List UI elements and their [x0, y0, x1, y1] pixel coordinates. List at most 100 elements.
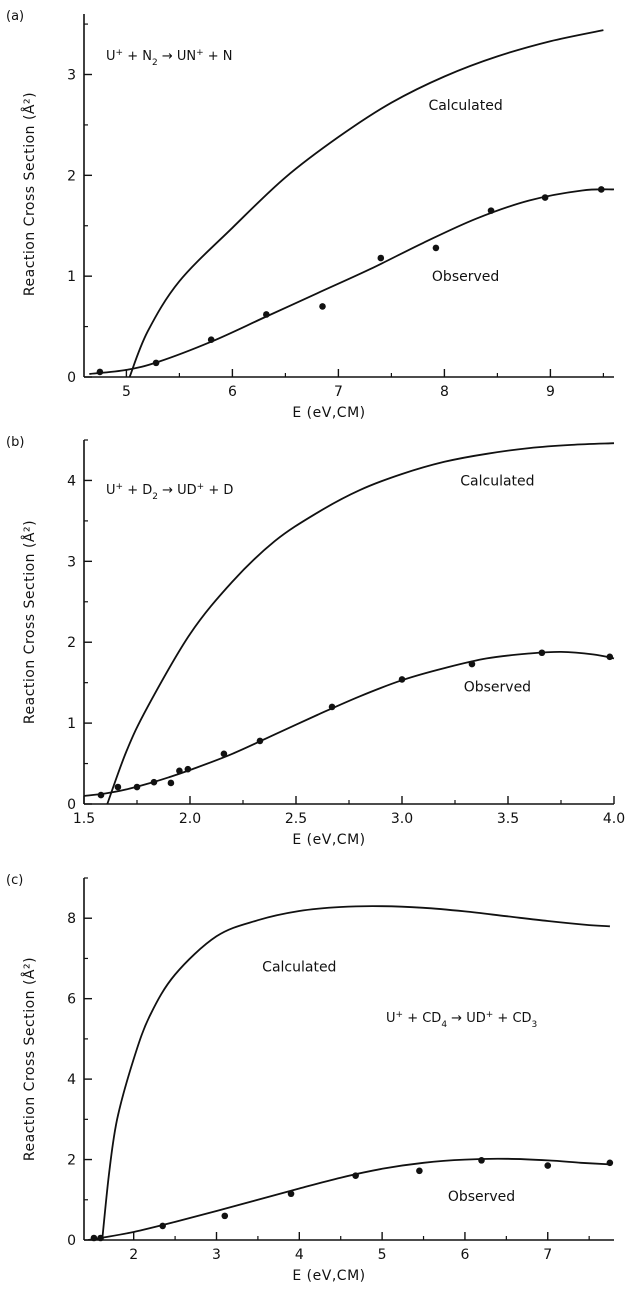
observed-data-point — [398, 676, 406, 683]
y-tick-label: 2 — [67, 635, 76, 651]
x-axis-title: E (eV,CM) — [292, 1268, 365, 1284]
x-tick-label: 4.0 — [603, 811, 625, 827]
observed-data-point — [541, 194, 549, 201]
reaction-part: U — [386, 1011, 396, 1026]
x-axis-title: E (eV,CM) — [292, 405, 365, 421]
x-tick-label: 2.0 — [179, 811, 201, 827]
observed-data-point — [487, 207, 495, 214]
observed-data-point — [319, 303, 326, 310]
y-tick-label: 1 — [67, 716, 76, 732]
observed-data-point — [176, 767, 183, 775]
x-tick-label: 2 — [129, 1247, 138, 1263]
x-tick-label: 7 — [334, 384, 343, 400]
observed-data-point — [256, 737, 264, 745]
x-tick-label: 7 — [543, 1247, 552, 1263]
observed-data-point — [114, 783, 122, 791]
y-axis-title: Reaction Cross Section (Å²) — [21, 92, 38, 296]
y-tick-label: 0 — [67, 370, 76, 386]
observed-data-point — [221, 1212, 229, 1220]
observed-data-point — [97, 791, 105, 799]
observed-data-point — [150, 778, 158, 786]
calculated-label: Calculated — [262, 959, 336, 975]
x-tick-label: 4 — [295, 1247, 304, 1263]
reaction-part: + D — [123, 483, 152, 498]
reaction-part: + D — [204, 483, 233, 498]
x-tick-label: 1.5 — [73, 811, 95, 827]
observed-data-point — [377, 254, 385, 262]
reaction-part: U — [106, 483, 116, 498]
y-tick-label: 6 — [67, 992, 76, 1008]
reaction-part: U — [106, 49, 116, 64]
y-tick-label: 2 — [67, 168, 76, 184]
y-tick-label: 4 — [67, 473, 76, 489]
observed-data-point — [207, 336, 215, 343]
observed-data-point — [544, 1162, 552, 1169]
reaction-part: + N — [204, 49, 233, 64]
observed-data-point — [96, 368, 104, 376]
observed-data-point — [328, 703, 336, 711]
reaction-part: + CD — [403, 1011, 441, 1026]
y-tick-label: 3 — [67, 554, 76, 570]
observed-data-point — [606, 1159, 614, 1167]
reaction-part: + CD — [493, 1011, 531, 1026]
observed-data-point — [538, 649, 546, 657]
x-tick-label: 8 — [440, 384, 449, 400]
reaction-equation: U+ + D2 → UD+ + D — [106, 482, 233, 502]
observed-fit-curve — [87, 1157, 610, 1240]
x-axis-title: E (eV,CM) — [292, 832, 365, 848]
observed-data-point — [416, 1167, 423, 1175]
x-tick-label: 3.5 — [497, 811, 519, 827]
panel-label: (a) — [6, 9, 24, 24]
reaction-part: → UD — [447, 1011, 486, 1026]
x-tick-label: 6 — [460, 1247, 469, 1263]
reaction-part: + — [486, 1010, 494, 1020]
calculated-curve — [128, 29, 604, 377]
calculated-curve — [106, 442, 615, 804]
reaction-part: + — [196, 48, 204, 58]
reaction-part: 3 — [532, 1020, 538, 1030]
reaction-part: 2 — [152, 492, 158, 502]
reaction-part: + N — [123, 49, 152, 64]
observed-data-point — [152, 359, 160, 367]
observed-data-point — [468, 660, 476, 668]
y-axis-title: Reaction Cross Section (Å²) — [21, 520, 38, 724]
reaction-part: 4 — [441, 1020, 447, 1030]
observed-label: Observed — [432, 269, 499, 285]
observed-data-point — [606, 653, 614, 661]
observed-label: Observed — [448, 1189, 515, 1205]
y-axis-title: Reaction Cross Section (Å²) — [21, 957, 38, 1161]
reaction-part: + — [116, 48, 124, 58]
observed-data-point — [90, 1234, 98, 1242]
observed-fit-curve — [89, 188, 615, 375]
x-tick-label: 2.5 — [285, 811, 307, 827]
y-tick-label: 8 — [67, 911, 76, 927]
calculated-curve — [101, 905, 610, 1240]
y-tick-label: 4 — [67, 1072, 76, 1088]
observed-data-point — [184, 765, 192, 773]
observed-data-point — [432, 244, 440, 252]
calculated-label: Calculated — [428, 98, 502, 114]
observed-label: Observed — [464, 680, 531, 696]
observed-data-point — [97, 1234, 104, 1242]
reaction-equation: U+ + CD4 → UD+ + CD3 — [386, 1010, 537, 1030]
chart-panel: (b) 1.5 2.0 2.5 3.0 3.5 4.0 0 1 2 3 4 E (eV,CM) React… — [6, 435, 625, 848]
observed-data-point — [287, 1190, 295, 1198]
reaction-equation: U+ + N2 → UN+ + N — [106, 48, 233, 68]
reaction-part: 2 — [152, 58, 158, 68]
reaction-part: + — [116, 482, 124, 492]
y-tick-label: 0 — [67, 1233, 76, 1249]
x-tick-label: 5 — [122, 384, 131, 400]
y-tick-label: 2 — [67, 1153, 76, 1169]
reaction-part: + — [197, 482, 205, 492]
panel-label: (b) — [6, 435, 24, 450]
panel-label: (c) — [6, 873, 23, 888]
observed-data-point — [263, 311, 270, 318]
x-tick-label: 3 — [212, 1247, 221, 1263]
observed-data-point — [167, 779, 175, 787]
chart-panel: (a) 5 6 7 8 9 0 1 2 3 E (eV,CM) Reaction Cross Sect… — [6, 9, 615, 421]
y-tick-label: 1 — [67, 269, 76, 285]
y-tick-label: 3 — [67, 68, 76, 84]
x-tick-label: 6 — [228, 384, 237, 400]
y-tick-label: 0 — [67, 797, 76, 813]
